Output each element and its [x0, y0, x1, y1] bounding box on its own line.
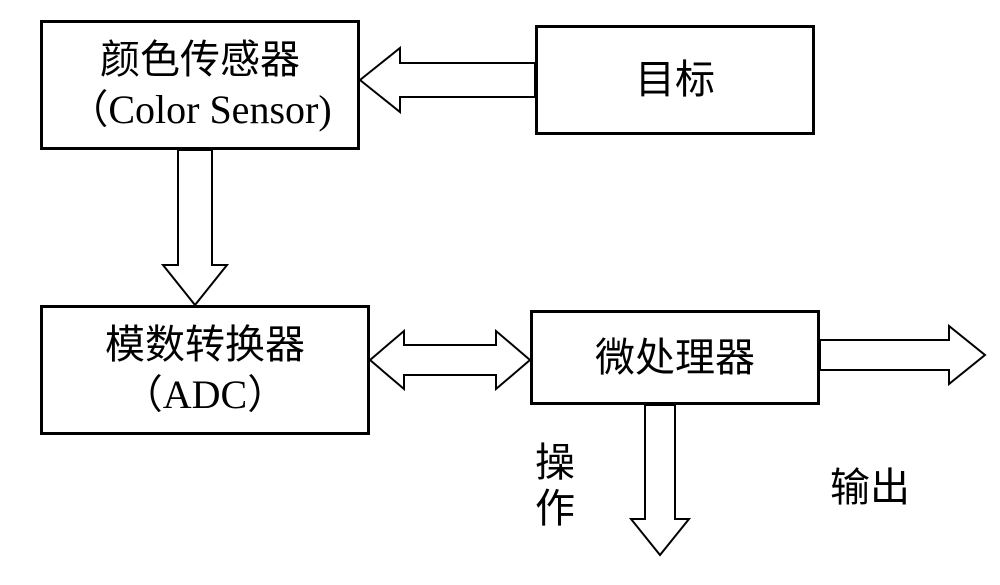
arrow-mcu-to-operate [0, 0, 1000, 585]
